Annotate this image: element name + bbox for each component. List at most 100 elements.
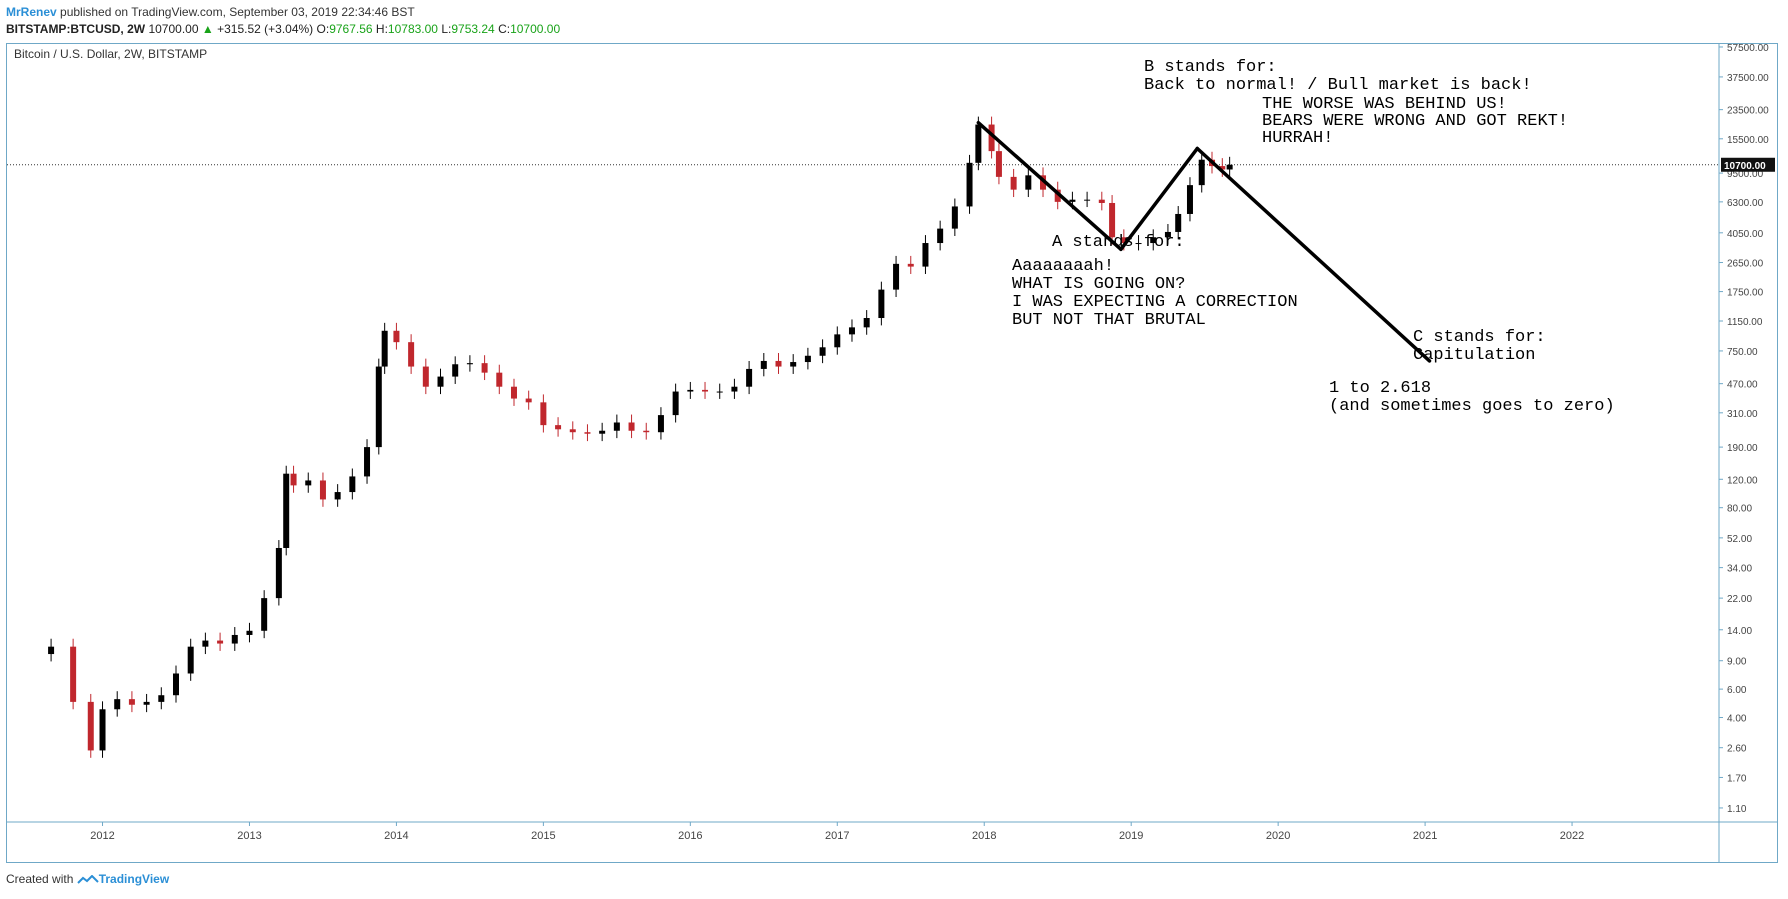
y-tick-label: 57500.00 <box>1727 44 1769 54</box>
y-tick-label: 310.00 <box>1727 409 1758 420</box>
open-label: O: <box>316 22 330 36</box>
candle-body <box>702 389 709 392</box>
candle-body <box>1069 199 1076 202</box>
candle-body <box>217 640 224 644</box>
a-extra-line: WHAT IS GOING ON? <box>1012 275 1185 294</box>
x-tick-label: 2022 <box>1560 830 1584 842</box>
b-extra-line: THE WORSE WAS BEHIND US! <box>1262 95 1507 114</box>
high-label: H: <box>375 22 388 36</box>
close-label: C: <box>498 22 511 36</box>
b-label-text: Back to normal! / Bull market is back! <box>1144 76 1532 95</box>
a-extra-line: Aaaaaaaah! <box>1012 257 1114 276</box>
ratio-label-main: 1 to 2.618 <box>1329 379 1431 398</box>
candle-body <box>275 547 282 599</box>
y-tick-label: 1.10 <box>1727 804 1747 815</box>
candle-body <box>687 389 694 392</box>
candle-body <box>319 480 326 500</box>
candle-body <box>613 422 620 431</box>
candle-body <box>907 263 914 267</box>
candle-body <box>995 151 1002 177</box>
c-label-title: C stands for: <box>1413 328 1546 347</box>
y-tick-label: 2650.00 <box>1727 259 1764 270</box>
candle-body <box>760 360 767 369</box>
a-label-title: A stands for: <box>1052 233 1185 252</box>
candle-body <box>746 368 753 387</box>
x-tick-label: 2015 <box>531 830 555 842</box>
x-tick-label: 2021 <box>1413 830 1437 842</box>
y-tick-label: 52.00 <box>1727 534 1752 545</box>
current-price-badge <box>1721 157 1775 172</box>
candle-body <box>231 634 238 644</box>
candle-body <box>1054 189 1061 202</box>
tradingview-link[interactable]: TradingView <box>98 872 170 886</box>
x-tick-label: 2019 <box>1119 830 1143 842</box>
y-tick-label: 4.00 <box>1727 714 1747 725</box>
candle-body <box>143 701 150 705</box>
candle-body <box>290 473 297 486</box>
candle-body <box>437 376 444 387</box>
candle-body <box>349 476 356 493</box>
candle-body <box>672 391 679 416</box>
candle-body <box>246 630 253 635</box>
y-tick-label: 37500.00 <box>1727 73 1769 84</box>
x-tick-label: 2014 <box>384 830 408 842</box>
candle-body <box>1109 202 1116 238</box>
b-label-title: B stands for: <box>1144 58 1277 77</box>
x-tick-label: 2012 <box>90 830 114 842</box>
y-tick-label: 80.00 <box>1727 504 1752 515</box>
candle-body <box>408 342 415 367</box>
chart-frame[interactable]: Bitcoin / U.S. Dollar, 2W, BITSTAMP 57500… <box>6 43 1778 863</box>
candle-body <box>510 386 517 399</box>
candle-body <box>657 415 664 433</box>
y-tick-label: 1750.00 <box>1727 288 1764 299</box>
y-tick-label: 6300.00 <box>1727 198 1764 209</box>
candle-body <box>863 318 870 328</box>
y-tick-label: 750.00 <box>1727 347 1758 358</box>
author-link[interactable]: MrRenev <box>6 5 57 19</box>
high-value: 10783.00 <box>387 22 438 36</box>
y-tick-label: 470.00 <box>1727 380 1758 391</box>
ratio-label-note: (and sometimes goes to zero) <box>1329 397 1615 416</box>
candle-body <box>731 386 738 392</box>
candle-body <box>466 363 473 365</box>
created-with-text: Created with <box>6 872 74 886</box>
candle-body <box>1135 243 1142 245</box>
b-extra-line: BEARS WERE WRONG AND GOT REKT! <box>1262 112 1568 131</box>
a-extra-line: BUT NOT THAT BRUTAL <box>1012 311 1206 330</box>
published-text: published on TradingView.com, September … <box>56 5 415 19</box>
candle-body <box>158 695 165 702</box>
y-tick-label: 1.70 <box>1727 773 1747 784</box>
candle-body <box>1084 199 1091 201</box>
candle-body <box>496 372 503 387</box>
candle-body <box>1025 175 1032 190</box>
candle-body <box>848 327 855 335</box>
y-tick-label: 22.00 <box>1727 594 1752 605</box>
current-price-label: 10700.00 <box>1724 161 1766 172</box>
change-value: +315.52 (+3.04%) <box>217 22 314 36</box>
price-chart[interactable]: Bitcoin / U.S. Dollar, 2W, BITSTAMP 57500… <box>7 44 1777 862</box>
wave-line-C <box>1195 146 1432 363</box>
candle-body <box>1175 213 1182 232</box>
candle-body <box>1010 176 1017 190</box>
candle-body <box>1164 231 1171 238</box>
candle-body <box>261 598 268 631</box>
candle-body <box>48 646 55 655</box>
candle-body <box>525 398 532 403</box>
candle-body <box>172 673 179 696</box>
close-value: 10700.00 <box>510 22 561 36</box>
open-value: 9767.56 <box>329 22 373 36</box>
b-extra-line: HURRAH! <box>1262 129 1333 148</box>
y-tick-label: 9500.00 <box>1727 169 1764 180</box>
candle-body <box>128 699 135 705</box>
candle-body <box>878 289 885 319</box>
candle-body <box>569 429 576 433</box>
candle-body <box>1150 237 1157 244</box>
y-tick-label: 2.60 <box>1727 744 1747 755</box>
wave-line-B <box>1119 146 1200 252</box>
tradingview-logo-icon <box>77 874 99 884</box>
y-tick-label: 23500.00 <box>1727 106 1769 117</box>
wave-line-A <box>976 120 1123 252</box>
candle-body <box>975 124 982 163</box>
y-tick-label: 15500.00 <box>1727 135 1769 146</box>
candle-body <box>951 206 958 229</box>
